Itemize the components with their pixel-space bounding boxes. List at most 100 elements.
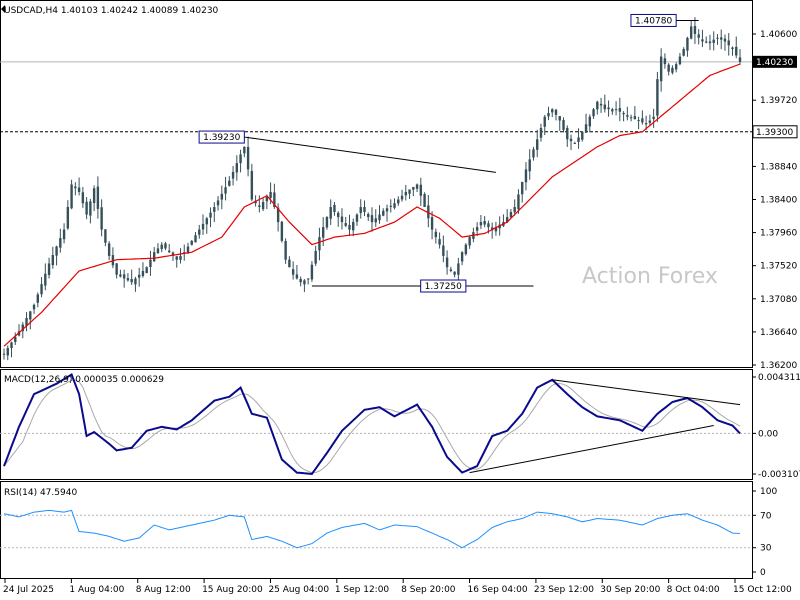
candle [250,163,254,202]
candle [104,229,107,247]
svg-text:1.40780: 1.40780 [635,16,672,26]
candle [622,111,625,122]
candle [453,271,456,278]
candle [355,213,359,226]
time-tick-label: 1 Aug 04:00 [69,585,124,595]
candle [258,195,261,213]
candle [434,228,438,244]
macd-main-line [3,373,741,475]
candle [224,176,227,201]
collapse-icon[interactable] [1,5,5,13]
candle [449,266,453,273]
candle [164,241,167,251]
candle [588,114,591,133]
candle [291,261,295,280]
candle [659,48,663,92]
candle [633,106,637,120]
candle [36,292,39,308]
candle [738,49,742,65]
candle [318,227,321,261]
candle [134,276,137,292]
macd-trendline-lower[interactable] [469,425,714,474]
candle [310,261,314,282]
price-tick-label: 1.36640 [760,328,797,338]
candle [25,312,28,332]
candle [543,114,546,136]
macd-label: MACD(12,26,9) 0.000035 0.000629 [4,375,164,385]
candle [479,214,483,230]
price-tick-label: 1.40600 [760,30,797,40]
candle [216,196,220,211]
candle [415,183,419,192]
candle [389,199,392,213]
candle [370,207,374,232]
candle [137,267,141,287]
candle [494,221,498,236]
candle [201,214,205,235]
candle [126,273,130,282]
candle [145,266,148,274]
candle [509,209,513,218]
trendline-upper[interactable] [244,136,496,173]
candles [2,17,742,361]
candle [731,46,734,56]
candle [149,250,152,276]
rsi-line [3,509,741,549]
candle [284,238,287,264]
rsi-label: RSI(14) 47.5940 [4,488,77,498]
label-high-a: 1.39230 [198,130,245,144]
rsi-panel [0,481,753,579]
candle [153,246,156,262]
candle [532,146,535,161]
candle [213,202,216,223]
price-tick-label: 1.38840 [760,162,797,172]
price-panel [0,0,753,368]
candle [175,256,178,268]
moving-average-line [3,63,741,347]
candle [614,101,618,116]
candle [243,146,246,158]
price-tick-label: 1.39720 [760,96,797,106]
candle [720,29,723,50]
candle [265,194,269,210]
candle [198,224,201,239]
level-price-box [752,125,798,139]
candle [74,182,77,196]
candle [160,242,163,253]
time-tick-label: 15 Aug 20:00 [202,585,263,595]
candle [40,277,43,298]
rsi-tick-label: 70 [760,511,772,521]
time-tick-label: 8 Aug 12:00 [136,585,191,595]
candle [521,181,524,203]
candle [547,106,550,121]
macd-trendline-upper[interactable] [552,379,741,406]
candle [611,107,614,115]
candle [314,245,317,267]
candle [325,216,329,230]
candle [340,208,344,230]
candle [92,185,96,212]
watermark: Action Forex [582,264,718,289]
candle [468,235,471,249]
candle [697,29,700,45]
candle [701,29,704,48]
candle [427,195,430,228]
candle [505,209,509,223]
candle [419,177,423,206]
time-tick-label: 25 Aug 04:00 [268,585,329,595]
candle [517,189,520,214]
candle [408,189,411,199]
candle [51,246,55,269]
candle [573,141,576,145]
candle [77,177,81,196]
candle [445,250,449,275]
candle [581,131,584,142]
candle [712,31,715,51]
candle [32,303,36,314]
candle [727,33,730,56]
current-price-box [753,55,797,68]
candle [280,220,284,243]
time-tick-label: 16 Sep 04:00 [468,585,528,595]
candle [359,199,362,219]
